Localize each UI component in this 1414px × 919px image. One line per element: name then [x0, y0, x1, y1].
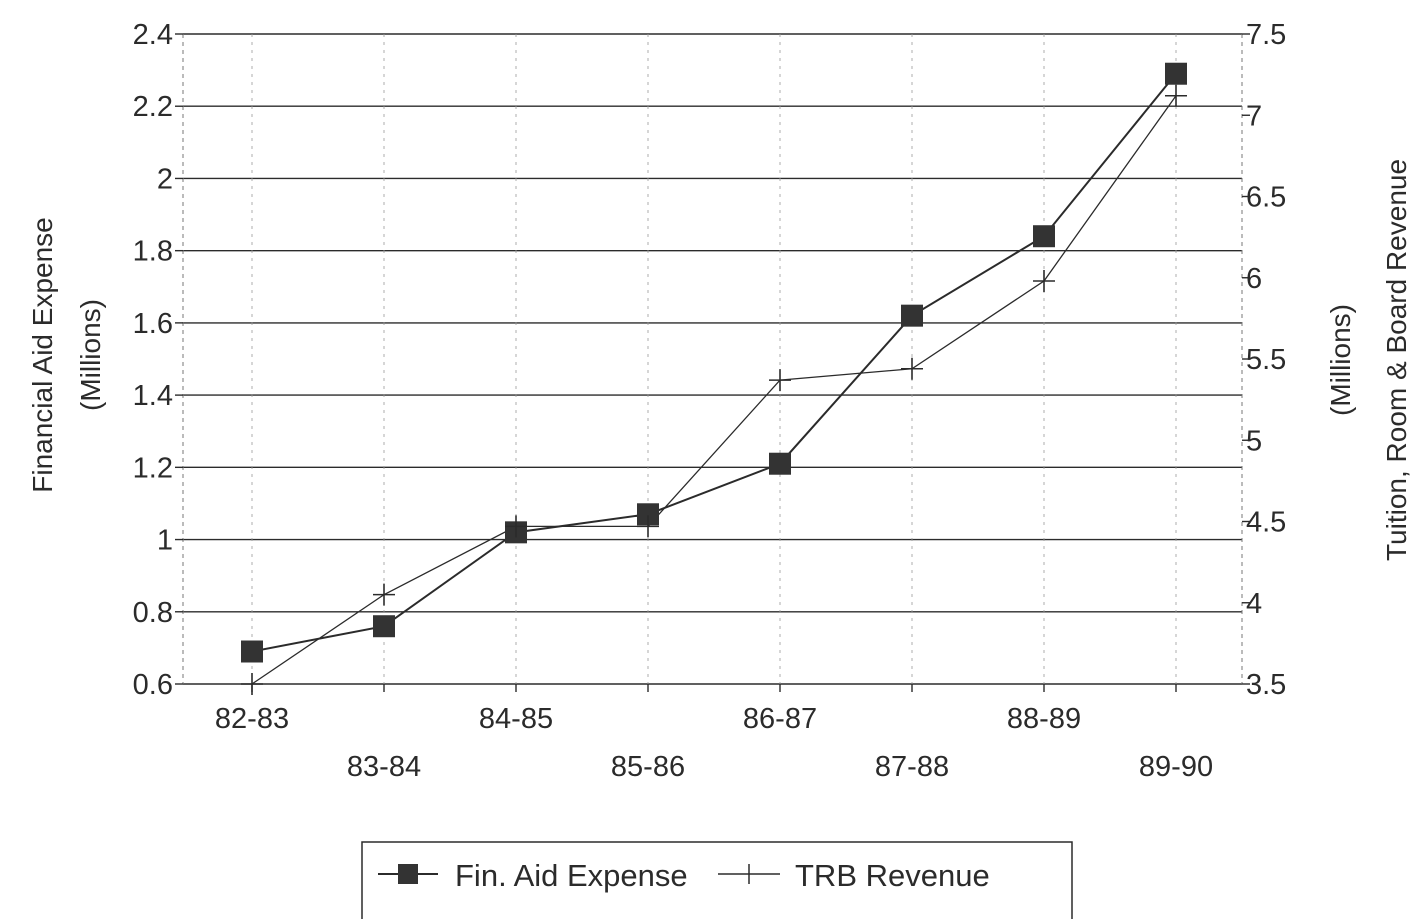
x-tick-label: 88-89 [1007, 703, 1081, 735]
right-tick-label: 3.5 [1246, 669, 1286, 701]
right-axis-title-line-2: Tuition, Room & Board Revenue [1381, 159, 1412, 561]
trb-point-84-85 [505, 515, 527, 538]
series-line-fin-aid-expense [251, 73, 1177, 653]
right-tick-label: 5.5 [1246, 344, 1286, 376]
left-tick-label: 0.6 [133, 669, 173, 701]
legend-label-fin-aid: Fin. Aid Expense [455, 858, 688, 893]
trb-point-89-90 [1165, 84, 1187, 107]
trb-point-87-88 [901, 357, 923, 380]
left-tick-label: 1.4 [133, 380, 173, 412]
left-tick-label: 1.8 [133, 236, 173, 268]
right-axis-ticks: 3.5 4 4.5 5 5.5 6 6.5 7 7.5 [1242, 19, 1286, 701]
right-tick-label: 5 [1246, 425, 1262, 457]
left-tick-label: 1.6 [133, 308, 173, 340]
right-tick-label: 6 [1246, 263, 1262, 295]
fin-aid-point-88-89 [1033, 225, 1055, 248]
trb-point-82-83 [241, 673, 263, 695]
left-tick-label: 0.8 [133, 597, 173, 629]
left-tick-label: 2 [157, 163, 173, 195]
right-tick-label: 7 [1246, 100, 1262, 132]
x-tick-label: 87-88 [875, 751, 949, 783]
x-tick-label: 89-90 [1139, 751, 1213, 783]
left-axis-title-line-2: (Millions) [75, 299, 106, 411]
legend: Fin. Aid Expense TRB Revenue [361, 841, 1073, 919]
fin-aid-point-87-88 [901, 304, 923, 327]
right-tick-label: 4.5 [1246, 507, 1286, 539]
fin-aid-point-86-87 [769, 452, 791, 475]
trb-point-88-89 [1033, 270, 1055, 292]
left-axis-title-line-1: Financial Aid Expense [27, 217, 58, 493]
legend-box [361, 841, 1073, 919]
x-axis-ticks: 82-83 83-84 84-85 85-86 86-87 87-88 88-89 89-90 [215, 684, 1213, 783]
right-axis-title: (Millions) Tuition, Room & Board Revenue [1325, 159, 1412, 561]
left-tick-label: 1 [157, 525, 173, 557]
x-tick-label: 86-87 [743, 703, 817, 735]
series-markers [241, 62, 1187, 695]
x-tick-label: 82-83 [215, 703, 289, 735]
x-tick-label: 84-85 [479, 703, 553, 735]
left-tick-label: 2.4 [133, 19, 173, 51]
trb-point-85-86 [637, 515, 659, 538]
legend-label-trb: TRB Revenue [795, 858, 990, 893]
left-axis-ticks: 0.6 0.8 1 1.2 1.4 1.6 1.8 2 2.2 2.4 [133, 19, 183, 701]
axes [182, 34, 1243, 684]
legend-marker-square [398, 864, 418, 884]
left-axis-title: Financial Aid Expense (Millions) [27, 217, 106, 493]
fin-aid-point-82-83 [241, 640, 263, 663]
right-tick-label: 4 [1246, 588, 1262, 620]
fin-aid-point-89-90 [1165, 62, 1187, 85]
fin-aid-point-85-86 [637, 503, 659, 526]
right-tick-label: 7.5 [1246, 19, 1286, 51]
fin-aid-point-83-84 [373, 615, 395, 638]
x-tick-label: 83-84 [347, 751, 421, 783]
trb-point-86-87 [769, 369, 791, 392]
left-tick-label: 1.2 [133, 452, 173, 484]
right-axis-title-line-1: (Millions) [1325, 304, 1356, 416]
x-tick-label: 85-86 [611, 751, 685, 783]
right-tick-label: 6.5 [1246, 182, 1286, 214]
trb-point-83-84 [373, 583, 395, 606]
series-line-trb-revenue [251, 95, 1177, 685]
gridlines [183, 33, 1242, 685]
series-lines [251, 73, 1177, 685]
left-tick-label: 2.2 [133, 91, 173, 123]
